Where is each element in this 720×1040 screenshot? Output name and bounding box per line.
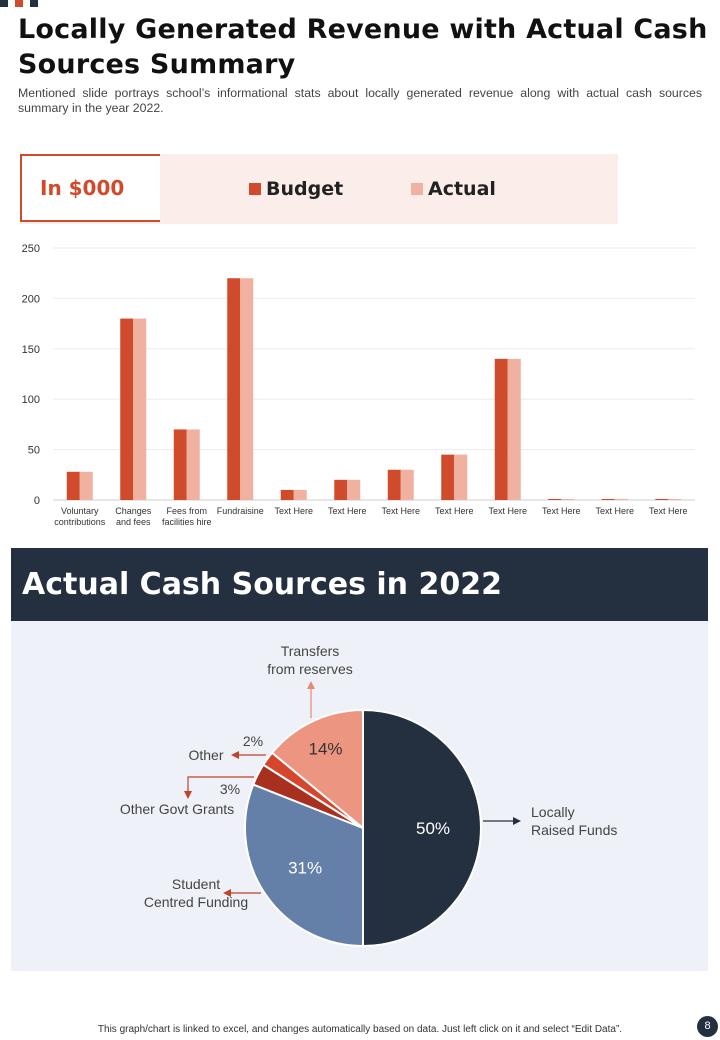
x-tick-label-line: Voluntary (61, 506, 99, 516)
x-tick-label: Text Here (435, 506, 474, 516)
x-tick-label-line: and fees (116, 517, 151, 527)
bar-actual (561, 498, 575, 500)
bar-budget (66, 471, 80, 500)
x-tick-label: Text Here (328, 506, 367, 516)
pie-slice (270, 708, 364, 831)
callout-arrow (184, 776, 254, 799)
legend-swatch-actual (411, 183, 423, 195)
pie-data-label: 31% (288, 858, 322, 877)
y-tick-label: 250 (22, 243, 40, 255)
callout-line: Student (172, 876, 220, 892)
x-tick-label-line: Text Here (595, 506, 634, 516)
bar-budget (227, 278, 241, 500)
x-tick-label: Text Here (488, 506, 527, 516)
section-title: Actual Cash Sources in 2022 (22, 567, 502, 602)
x-tick-label: Text Here (381, 506, 420, 516)
bar-actual (668, 498, 682, 500)
y-tick-label: 50 (28, 445, 40, 457)
legend-budget-label: Budget (266, 178, 344, 200)
pie-data-label: 2% (243, 733, 263, 749)
unit-box (20, 154, 160, 222)
page-title: Locally Generated Revenue with Actual Ca… (18, 14, 708, 80)
callout-line: Other (188, 747, 223, 763)
x-tick-label: Text Here (274, 506, 313, 516)
x-tick-label: Changes and fees (115, 506, 152, 527)
x-tick-label-line: Changes (115, 506, 152, 516)
pie-data-label: 3% (220, 781, 240, 797)
bar-actual (293, 489, 307, 500)
y-tick-label: 100 (22, 394, 40, 406)
page-number: 8 (697, 1016, 718, 1037)
callout-other-govt-grants: Other Govt Grants (120, 801, 234, 817)
x-tick-label-line: facilities hire (162, 517, 212, 527)
y-tick-label: 150 (22, 344, 40, 356)
bar-budget (120, 318, 134, 500)
bar-actual (240, 278, 254, 500)
bar-budget (387, 469, 401, 500)
bar-actual (454, 454, 468, 500)
bar-actual (79, 471, 93, 500)
pie-slice (362, 708, 482, 948)
legend-actual-label: Actual (428, 178, 496, 200)
x-tick-label: Text Here (542, 506, 581, 516)
x-tick-label-line: Text Here (542, 506, 581, 516)
x-tick-label-line: Text Here (435, 506, 474, 516)
callout-other: Other (188, 747, 223, 763)
bar-budget (441, 454, 455, 500)
footer-note: This graph/chart is linked to excel, and… (97, 1024, 623, 1035)
callout-line: from reserves (267, 661, 353, 677)
bar-actual (400, 469, 414, 500)
x-tick-label: Text Here (595, 506, 634, 516)
x-tick-label-line: contributions (54, 517, 106, 527)
callout-line: Transfers (281, 643, 340, 659)
legend-swatch-budget (249, 183, 261, 195)
callout-student-centred-funding: Student Centred Funding (144, 876, 248, 910)
bar-budget (548, 498, 562, 500)
x-tick-label-line: Text Here (488, 506, 527, 516)
decor-square (0, 0, 8, 7)
y-tick-label: 0 (34, 495, 40, 507)
bar-budget (173, 429, 187, 500)
x-tick-label-line: Text Here (328, 506, 367, 516)
bar-actual (614, 498, 628, 500)
unit-label: In $000 (40, 176, 125, 200)
pie-slice (244, 783, 364, 948)
callout-line: Locally (531, 804, 575, 820)
callout-line: Other Govt Grants (120, 801, 234, 817)
x-tick-label-line: Text Here (381, 506, 420, 516)
bar-budget (601, 498, 615, 500)
legend-budget: Budget (249, 178, 343, 200)
bar-actual (186, 429, 200, 500)
x-tick-label-line: Fees from (166, 506, 207, 516)
bar-actual (347, 479, 361, 500)
bar-chart: 0 50 100 150 200 250 Voluntary contributions Cha… (22, 243, 695, 527)
page-subtitle: Mentioned slide portrays school’s inform… (18, 86, 702, 115)
x-tick-label: Fees from facilities hire (162, 506, 212, 527)
x-tick-label-line: Text Here (649, 506, 688, 516)
x-tick-label-line: Text Here (274, 506, 313, 516)
x-tick-label: Fundraisine (217, 506, 264, 516)
bar-actual (507, 358, 521, 500)
bar-budget (655, 498, 669, 500)
pie-chart: 50% 31% 14% 2% 3% Locally Raised Funds Student C… (120, 643, 617, 948)
bar-actual (133, 318, 147, 500)
bar-budget (334, 479, 348, 500)
decor-square (15, 0, 23, 7)
decor-square (30, 0, 38, 7)
bar-budget (494, 358, 508, 500)
pie-data-label: 50% (416, 819, 450, 838)
x-tick-label-line: Fundraisine (217, 506, 264, 516)
section-header-band (11, 548, 708, 621)
bar-budget (280, 489, 294, 500)
pie-data-label: 14% (309, 739, 343, 758)
x-tick-label: Text Here (649, 506, 688, 516)
callout-transfers-from-reserves: Transfers from reserves (267, 643, 353, 677)
legend-actual: Actual (411, 178, 496, 200)
callout-locally-raised-funds: Locally Raised Funds (531, 804, 617, 838)
x-tick-label: Voluntary contributions (54, 506, 106, 527)
y-tick-label: 200 (22, 293, 40, 305)
callout-line: Raised Funds (531, 822, 617, 838)
callout-line: Centred Funding (144, 894, 248, 910)
